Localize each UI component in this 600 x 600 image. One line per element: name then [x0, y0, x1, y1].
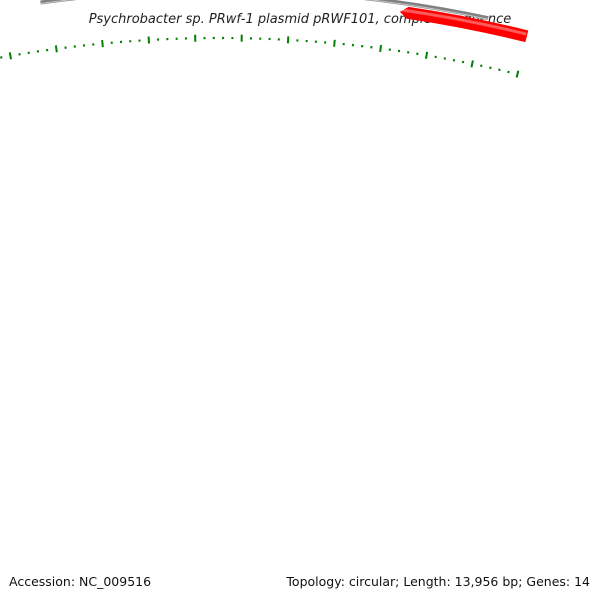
major-tick [8, 52, 12, 60]
major-tick [54, 45, 58, 53]
major-tick [333, 39, 336, 47]
inner-tick-ring [0, 34, 520, 78]
accession-label: Accession: NC_009516 [9, 574, 151, 589]
cds-red-body[interactable] [399, 6, 529, 43]
cds-red-highlight [401, 8, 527, 36]
minor-tick [507, 70, 510, 74]
major-tick [470, 60, 474, 68]
major-tick [101, 39, 104, 48]
gene-feature[interactable] [399, 6, 529, 43]
major-tick [379, 44, 383, 53]
backbone-highlight [40, 0, 489, 20]
major-tick [515, 70, 520, 78]
summary-label: Topology: circular; Length: 13,956 bp; G… [285, 574, 590, 589]
gene-features: PsycPRwf_2397 [399, 6, 529, 43]
major-tick [424, 51, 429, 59]
backbone-circle [40, 0, 489, 21]
